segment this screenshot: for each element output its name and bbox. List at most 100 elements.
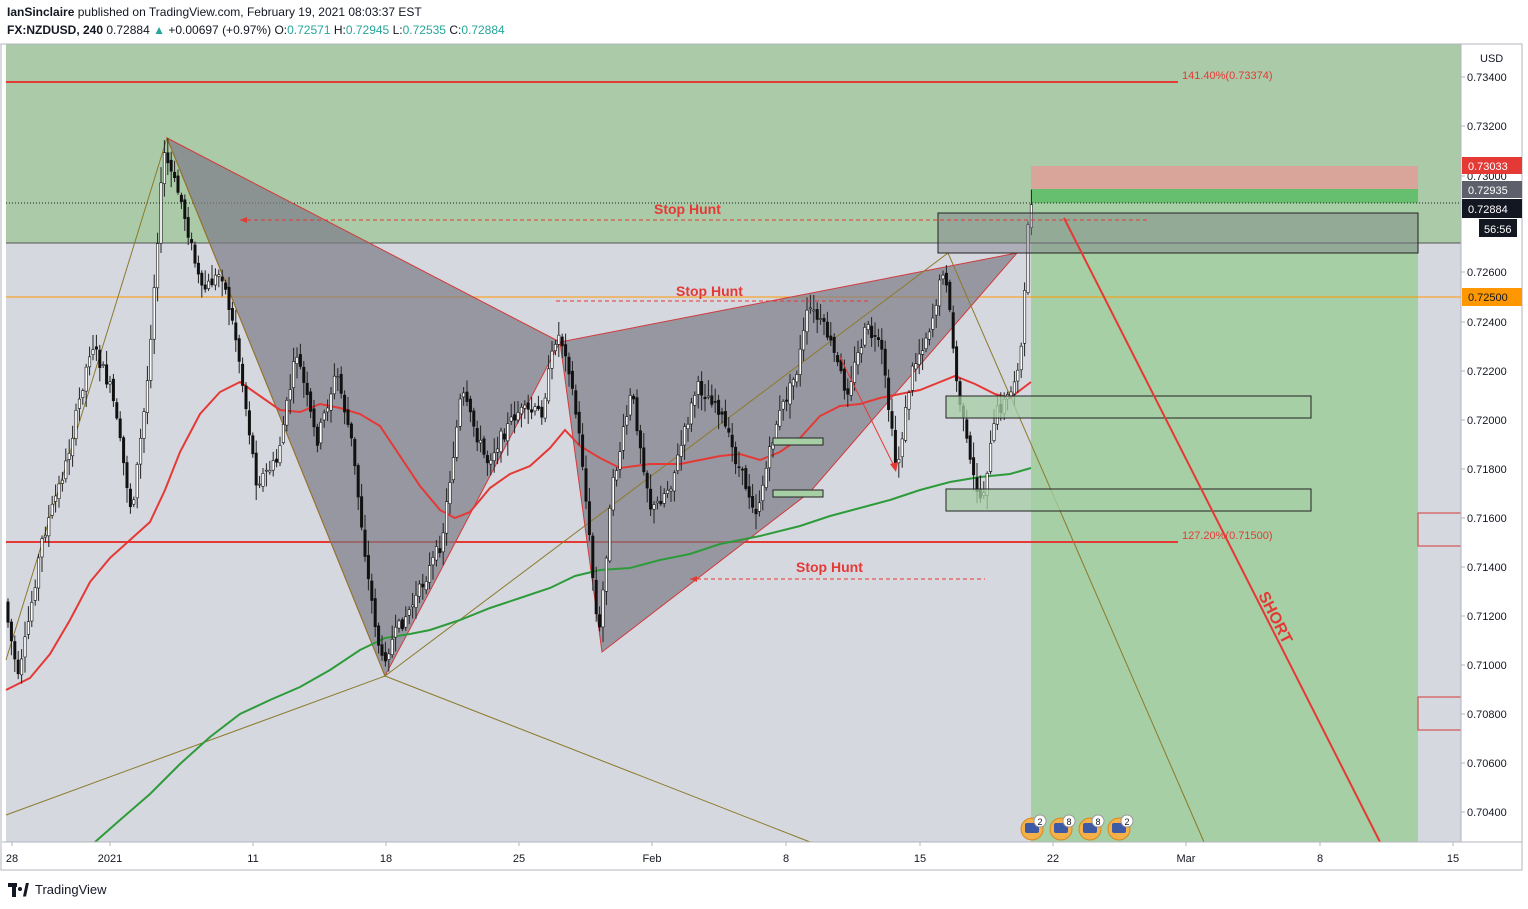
candle-up bbox=[149, 338, 153, 381]
chart-svg[interactable]: 141.40%(0.73374) 127.20%(0.71500) Stop H… bbox=[0, 42, 1528, 872]
candle-up bbox=[448, 482, 452, 504]
red-arrow-line bbox=[839, 356, 897, 471]
candle-down bbox=[642, 447, 646, 473]
candle-down bbox=[567, 356, 571, 375]
candle-up bbox=[445, 501, 449, 534]
candle-up bbox=[897, 458, 901, 464]
candle-up bbox=[407, 609, 411, 616]
author-name[interactable]: IanSinclaire bbox=[7, 5, 75, 19]
event-count: 8 bbox=[1066, 817, 1071, 827]
candle-up bbox=[924, 337, 928, 350]
candle-up bbox=[462, 392, 466, 398]
candle-up bbox=[441, 532, 445, 553]
tradingview-logo[interactable]: TradingView bbox=[8, 882, 107, 897]
symbol-label[interactable]: FX:NZDUSD, 240 bbox=[7, 23, 104, 37]
candle-down bbox=[360, 496, 364, 528]
candle-up bbox=[781, 401, 785, 410]
short-projection-line[interactable] bbox=[1063, 217, 1381, 843]
candle-down bbox=[16, 659, 20, 675]
candle-down bbox=[744, 468, 748, 489]
time-tick-label: 2021 bbox=[98, 853, 122, 865]
open-value: 0.72571 bbox=[287, 23, 331, 37]
candle-down bbox=[224, 282, 228, 290]
candle-down bbox=[717, 399, 721, 415]
high-value: 0.72945 bbox=[345, 23, 390, 37]
candle-up bbox=[557, 334, 561, 345]
candle-down bbox=[530, 409, 534, 413]
economic-events[interactable]: 2 8 8 2 bbox=[1020, 814, 1134, 841]
candle-up bbox=[1023, 290, 1027, 344]
candle-down bbox=[186, 217, 190, 238]
stop-hunt-lines[interactable] bbox=[240, 219, 1148, 580]
candle-down bbox=[166, 152, 170, 164]
support-box-lower[interactable] bbox=[945, 488, 1312, 512]
price-tick-label: 0.71400 bbox=[1467, 562, 1507, 574]
price-tick-label: 0.71600 bbox=[1467, 513, 1507, 525]
candle-up bbox=[336, 376, 340, 378]
candle-down bbox=[526, 402, 530, 410]
resistance-box[interactable] bbox=[937, 212, 1419, 254]
candle-down bbox=[842, 368, 846, 391]
candle-down bbox=[356, 465, 360, 498]
candle-down bbox=[468, 398, 472, 413]
candle-down bbox=[972, 457, 976, 476]
small-box-1[interactable] bbox=[772, 437, 824, 446]
candle-down bbox=[873, 335, 877, 337]
candle-up bbox=[798, 348, 802, 375]
candle-down bbox=[540, 406, 544, 418]
candle-down bbox=[737, 466, 741, 469]
price-tick-label: 0.70800 bbox=[1467, 709, 1507, 721]
price-tick-label: 0.71200 bbox=[1467, 611, 1507, 623]
candle-down bbox=[591, 535, 595, 578]
candle-up bbox=[921, 350, 925, 355]
high-label: H: bbox=[333, 23, 346, 37]
candle-down bbox=[475, 428, 479, 443]
candle-down bbox=[302, 366, 306, 383]
support-box-upper[interactable] bbox=[945, 395, 1312, 419]
candle-down bbox=[118, 418, 122, 439]
candle-down bbox=[244, 385, 248, 410]
chart-area[interactable]: 141.40%(0.73374) 127.20%(0.71500) Stop H… bbox=[0, 42, 1528, 872]
close-label: C: bbox=[449, 23, 462, 37]
candle-up bbox=[859, 347, 863, 355]
candle-up bbox=[26, 621, 30, 635]
candle-down bbox=[832, 336, 836, 353]
candle-up bbox=[397, 620, 401, 629]
publish-info: IanSinclaire published on TradingView.co… bbox=[7, 5, 422, 19]
candle-down bbox=[377, 625, 381, 646]
candle-up bbox=[285, 399, 289, 426]
candles-group[interactable] bbox=[6, 138, 1033, 684]
candle-down bbox=[703, 397, 707, 400]
candle-up bbox=[431, 557, 435, 566]
candle-down bbox=[649, 488, 653, 510]
stop-hunt-label-3: Stop Hunt bbox=[796, 559, 863, 575]
candle-up bbox=[207, 280, 211, 289]
candle-down bbox=[635, 397, 639, 432]
time-axis[interactable] bbox=[2, 842, 1461, 869]
candle-up bbox=[608, 507, 612, 562]
candle-down bbox=[169, 159, 173, 172]
price-change: +0.00697 (+0.97%) bbox=[168, 23, 272, 37]
candle-up bbox=[30, 602, 34, 622]
candle-down bbox=[366, 555, 370, 580]
candle-up bbox=[686, 423, 690, 430]
candle-up bbox=[761, 484, 765, 501]
candle-down bbox=[645, 472, 649, 489]
price-tick-label: 0.70400 bbox=[1467, 807, 1507, 819]
stop-hunt-label-1: Stop Hunt bbox=[654, 201, 721, 217]
candle-up bbox=[778, 410, 782, 427]
candle-up bbox=[907, 392, 911, 410]
event-count: 2 bbox=[1124, 817, 1129, 827]
badge-orange-text: 0.72500 bbox=[1468, 292, 1508, 304]
candle-up bbox=[1029, 204, 1033, 229]
published-text: published on TradingView.com, February 1… bbox=[77, 5, 422, 19]
candle-down bbox=[315, 426, 319, 446]
candle-up bbox=[288, 389, 292, 401]
candle-up bbox=[332, 375, 336, 395]
price-axis[interactable] bbox=[1461, 44, 1522, 842]
candle-down bbox=[349, 423, 353, 439]
red-moving-average bbox=[5, 374, 1032, 691]
candle-up bbox=[795, 374, 799, 383]
small-box-2[interactable] bbox=[772, 489, 824, 498]
candle-up bbox=[417, 583, 421, 597]
